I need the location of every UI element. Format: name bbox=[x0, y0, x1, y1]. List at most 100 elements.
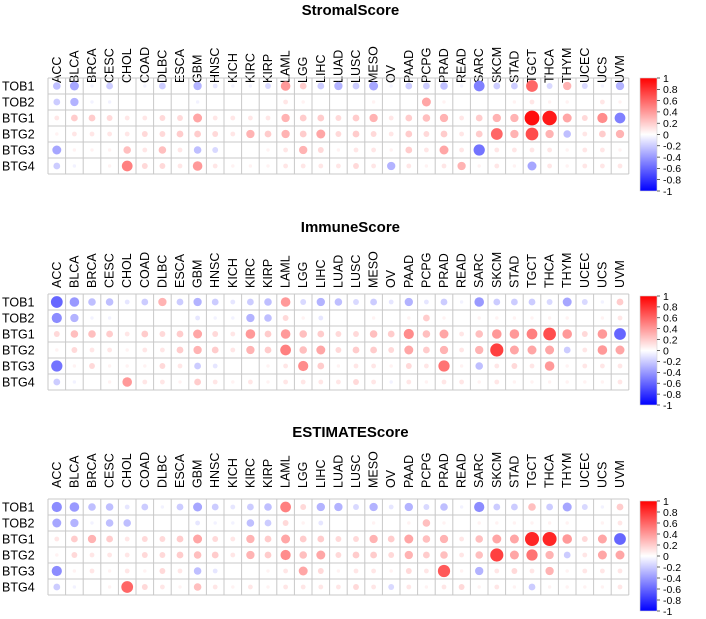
cell-tob2-blca bbox=[70, 97, 79, 107]
panel-estimatescore: ESTIMATEScore ACC BLCA BRCA CESC CHOL COAD DLBC… bbox=[2, 424, 681, 618]
cell-tob2-paad bbox=[407, 521, 411, 525]
cell-btg2-acc bbox=[55, 348, 59, 352]
cell-btg2-coad bbox=[142, 347, 148, 353]
cell-tob2-ucec bbox=[583, 316, 586, 320]
cell-btg3-sarc bbox=[475, 362, 484, 370]
cell-btg1-lusc bbox=[353, 536, 359, 542]
column-label-lusc: LUSC bbox=[349, 255, 363, 288]
cell-tob1-sarc bbox=[474, 297, 485, 307]
cell-tob1-skcm bbox=[493, 503, 501, 511]
column-label-skcm: SKCM bbox=[490, 452, 504, 488]
cell-btg1-dlbc bbox=[159, 115, 166, 121]
cell-tob2-coad bbox=[143, 521, 146, 525]
cell-tob2-stad bbox=[512, 316, 517, 320]
cell-tob1-cesc bbox=[105, 298, 114, 306]
cell-tob1-thym bbox=[562, 297, 572, 307]
cell-btg3-acc bbox=[51, 360, 63, 372]
cell-btg4-cesc bbox=[107, 164, 112, 168]
column-label-meso: MESO bbox=[367, 46, 381, 83]
cell-btg2-blca bbox=[71, 347, 78, 353]
cell-btg2-laml bbox=[280, 549, 291, 561]
column-label-luad: LUAD bbox=[331, 50, 345, 83]
row-label-tob1: TOB1 bbox=[2, 80, 34, 94]
cell-btg1-coad bbox=[142, 115, 148, 121]
column-label-ucec: UCEC bbox=[578, 453, 592, 488]
cell-btg3-ov bbox=[389, 364, 393, 368]
column-label-gbm: GBM bbox=[191, 460, 205, 488]
cell-btg1-chol bbox=[124, 115, 130, 121]
cell-btg1-sarc bbox=[475, 535, 484, 543]
cell-btg4-paad bbox=[406, 379, 412, 385]
column-label-tgct: TGCT bbox=[525, 254, 539, 288]
row-label-btg4: BTG4 bbox=[2, 160, 35, 174]
cell-btg3-blca bbox=[72, 569, 77, 573]
cell-tob2-read bbox=[460, 521, 463, 525]
cell-btg3-read bbox=[459, 147, 465, 153]
column-label-thca: THCA bbox=[543, 453, 557, 488]
column-label-lihc: LIHC bbox=[314, 55, 328, 83]
cell-btg2-sarc bbox=[475, 130, 483, 138]
column-label-uvm: UVM bbox=[613, 55, 627, 83]
column-label-esca: ESCA bbox=[173, 453, 187, 488]
cell-tob2-luad bbox=[337, 100, 340, 104]
colorbar-tick-label: 0.4 bbox=[663, 324, 678, 336]
colorbar-gradient bbox=[639, 77, 658, 192]
cell-btg1-acc bbox=[53, 331, 60, 337]
cell-btg1-pcpg bbox=[422, 114, 431, 122]
cell-btg1-thca bbox=[542, 531, 557, 547]
cell-tob1-coad bbox=[143, 84, 147, 88]
cell-btg2-meso bbox=[370, 131, 377, 137]
cell-btg3-skcm bbox=[494, 568, 500, 574]
colorbar-tick-label: 0.2 bbox=[663, 118, 678, 130]
cell-tob1-tgct bbox=[526, 80, 538, 92]
cell-tob2-chol bbox=[126, 316, 129, 320]
cell-btg2-kirp bbox=[264, 551, 272, 559]
cell-tob1-blca bbox=[69, 502, 80, 512]
panel-title: StromalScore bbox=[302, 2, 400, 19]
colorbar-gradient bbox=[639, 500, 658, 612]
cell-btg3-laml bbox=[283, 568, 289, 574]
cell-tob1-paad bbox=[404, 502, 413, 512]
cell-tob1-hnsc bbox=[211, 503, 219, 511]
cell-btg4-stad bbox=[512, 164, 517, 168]
cell-btg4-lgg bbox=[300, 379, 306, 385]
cell-btg2-read bbox=[459, 347, 465, 353]
column-label-kich: KICH bbox=[226, 258, 240, 288]
cell-btg2-brca bbox=[89, 347, 95, 353]
cell-btg2-pcpg bbox=[423, 131, 430, 137]
cell-btg3-chol bbox=[123, 146, 131, 154]
cell-btg1-esca bbox=[176, 330, 184, 338]
cell-btg2-hnsc bbox=[211, 551, 219, 559]
cell-btg3-stad bbox=[511, 147, 517, 153]
cell-tob2-thym bbox=[565, 316, 569, 320]
row-label-btg1: BTG1 bbox=[2, 328, 35, 342]
colorbar-tick-label: -1 bbox=[663, 186, 672, 198]
cell-tob2-chol bbox=[126, 100, 129, 104]
cell-btg4-ov bbox=[388, 584, 395, 590]
cell-tob2-paad bbox=[407, 100, 410, 104]
column-label-paad: PAAD bbox=[402, 455, 416, 488]
cell-btg2-hnsc bbox=[212, 131, 219, 137]
column-label-cesc: CESC bbox=[103, 453, 117, 488]
cell-btg4-stad bbox=[512, 380, 517, 384]
cell-btg4-blca bbox=[72, 164, 77, 168]
cell-btg3-coad bbox=[143, 364, 147, 368]
cell-tob2-ov bbox=[390, 521, 393, 525]
cell-tob2-cesc bbox=[107, 316, 112, 320]
cell-btg4-cesc bbox=[107, 380, 112, 384]
cell-tob1-thym bbox=[563, 81, 572, 91]
cell-btg2-dlbc bbox=[159, 347, 165, 353]
cell-btg2-uvm bbox=[615, 129, 625, 139]
cell-tob1-lusc bbox=[352, 82, 360, 90]
cell-tob2-lgg bbox=[301, 521, 305, 525]
cell-btg2-stad bbox=[509, 550, 519, 560]
cell-btg4-read bbox=[458, 584, 465, 590]
cell-tob2-pcpg bbox=[421, 97, 431, 107]
cell-btg4-kirp bbox=[266, 380, 270, 384]
cell-tob1-paad bbox=[404, 297, 413, 307]
cell-btg4-read bbox=[457, 161, 466, 171]
cell-btg4-laml bbox=[283, 379, 289, 385]
cell-btg4-hnsc bbox=[212, 379, 218, 385]
column-label-thca: THCA bbox=[543, 253, 557, 288]
column-label-sarc: SARC bbox=[472, 48, 486, 83]
